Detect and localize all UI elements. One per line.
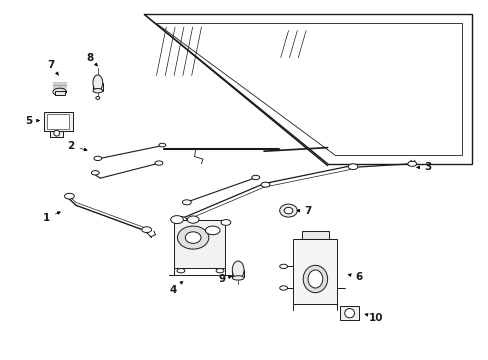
Bar [44, 112, 73, 131]
Bar [173, 220, 224, 268]
Ellipse shape [170, 216, 183, 224]
Bar [47, 114, 69, 129]
Ellipse shape [94, 156, 102, 161]
Text: 5: 5 [25, 116, 40, 126]
Ellipse shape [205, 226, 220, 235]
Ellipse shape [279, 264, 287, 269]
Ellipse shape [303, 265, 327, 293]
Bar [302, 231, 328, 239]
Ellipse shape [54, 130, 60, 136]
Ellipse shape [93, 89, 102, 93]
Ellipse shape [177, 226, 208, 249]
Bar [50, 131, 62, 137]
Ellipse shape [96, 96, 100, 99]
Ellipse shape [232, 276, 244, 280]
Ellipse shape [185, 232, 201, 243]
Text: 6: 6 [347, 272, 362, 282]
Ellipse shape [407, 161, 416, 166]
Ellipse shape [279, 204, 297, 217]
Text: 8: 8 [87, 53, 97, 66]
Ellipse shape [307, 270, 322, 288]
Ellipse shape [91, 171, 99, 175]
Polygon shape [144, 14, 471, 164]
Text: 3: 3 [416, 162, 430, 172]
Ellipse shape [344, 309, 354, 318]
Ellipse shape [93, 75, 102, 91]
Ellipse shape [232, 261, 244, 279]
Bar [339, 306, 359, 320]
Ellipse shape [261, 182, 269, 187]
Ellipse shape [284, 207, 292, 214]
Ellipse shape [221, 220, 230, 225]
Ellipse shape [216, 269, 224, 273]
Ellipse shape [177, 269, 184, 273]
Text: 2: 2 [67, 141, 87, 151]
Ellipse shape [182, 200, 191, 205]
Text: 7: 7 [296, 206, 311, 216]
Ellipse shape [251, 175, 259, 180]
Text: 10: 10 [365, 312, 383, 323]
Ellipse shape [159, 143, 165, 147]
Ellipse shape [155, 161, 163, 165]
Text: 9: 9 [219, 274, 231, 284]
Ellipse shape [279, 286, 287, 290]
Ellipse shape [53, 88, 66, 95]
Ellipse shape [64, 193, 74, 199]
Ellipse shape [347, 164, 357, 170]
Polygon shape [156, 23, 461, 155]
Text: 4: 4 [169, 281, 183, 295]
Bar [293, 239, 337, 304]
Text: 7: 7 [47, 60, 58, 75]
Ellipse shape [177, 217, 186, 222]
Bar [55, 91, 64, 95]
Ellipse shape [142, 227, 151, 233]
Text: 1: 1 [43, 212, 60, 223]
Ellipse shape [187, 216, 199, 223]
